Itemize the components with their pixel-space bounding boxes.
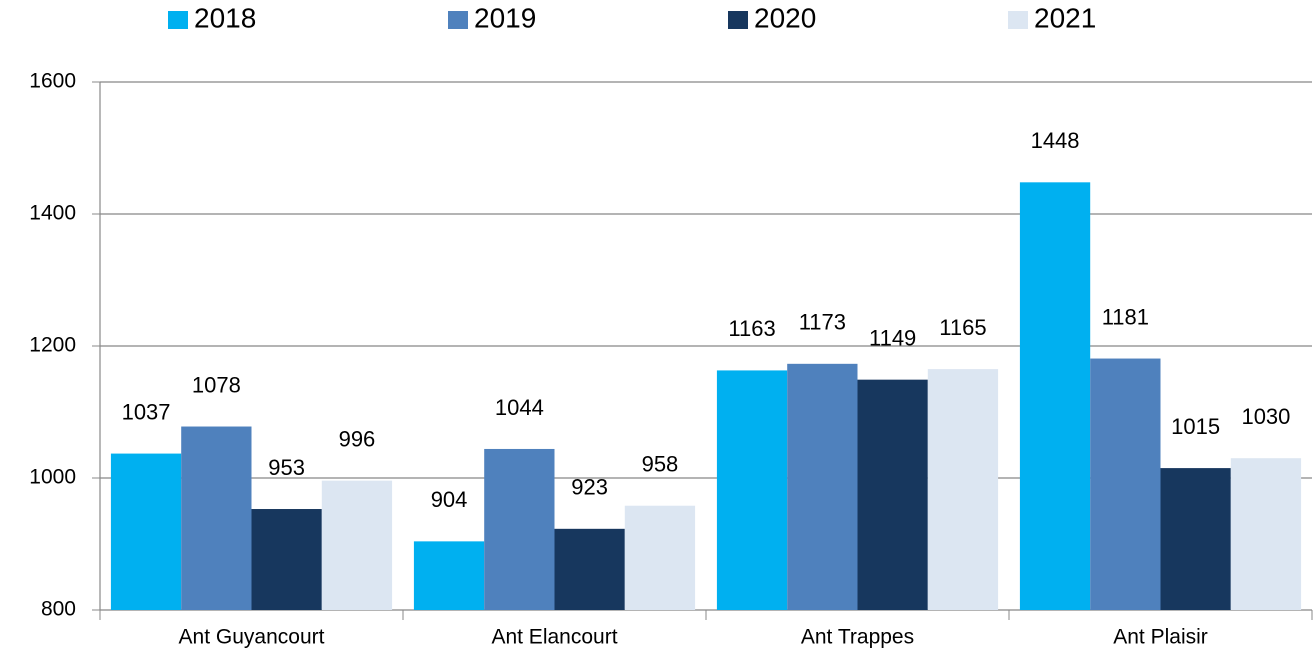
bar bbox=[554, 528, 625, 610]
data-label: 953 bbox=[268, 455, 305, 480]
data-label: 1149 bbox=[869, 325, 916, 350]
legend-label: 2021 bbox=[1034, 2, 1096, 33]
legend-label: 2018 bbox=[194, 2, 256, 33]
bar bbox=[181, 426, 252, 610]
data-label: 1044 bbox=[495, 395, 544, 420]
bar bbox=[251, 509, 322, 610]
bar bbox=[321, 480, 393, 610]
data-label: 1165 bbox=[939, 315, 986, 340]
data-label: 1078 bbox=[192, 372, 241, 397]
bar bbox=[484, 448, 555, 610]
data-label: 1181 bbox=[1102, 304, 1149, 329]
y-tick-label: 1600 bbox=[29, 70, 76, 93]
legend-swatch bbox=[448, 11, 468, 29]
y-tick-label: 1400 bbox=[29, 202, 76, 225]
legend-label: 2020 bbox=[754, 2, 816, 33]
data-label: 923 bbox=[571, 475, 608, 500]
legend-swatch bbox=[728, 11, 748, 29]
bar bbox=[787, 363, 858, 610]
data-label: 958 bbox=[642, 452, 679, 477]
legend-swatch bbox=[168, 11, 188, 29]
bar bbox=[1090, 358, 1161, 610]
bar bbox=[110, 453, 182, 610]
x-tick-label: Ant Plaisir bbox=[1113, 626, 1208, 649]
x-tick-label: Ant Trappes bbox=[801, 626, 914, 649]
data-label: 1163 bbox=[728, 316, 775, 341]
x-tick-label: Ant Elancourt bbox=[491, 626, 617, 649]
y-tick-label: 1000 bbox=[29, 466, 76, 489]
data-label: 1448 bbox=[1031, 128, 1080, 153]
bar bbox=[624, 505, 696, 610]
data-label: 1030 bbox=[1241, 404, 1290, 429]
bar bbox=[927, 369, 999, 610]
legend-swatch bbox=[1008, 11, 1028, 29]
y-tick-label: 800 bbox=[41, 598, 76, 621]
x-tick-label: Ant Guyancourt bbox=[179, 626, 325, 649]
data-label: 904 bbox=[431, 487, 468, 512]
data-label: 996 bbox=[339, 426, 376, 451]
bar bbox=[1160, 468, 1231, 610]
bar bbox=[857, 379, 928, 610]
bar bbox=[716, 370, 788, 610]
y-tick-label: 1200 bbox=[29, 334, 76, 357]
data-label: 1173 bbox=[799, 310, 846, 335]
data-label: 1015 bbox=[1171, 414, 1220, 439]
data-label: 1037 bbox=[122, 399, 171, 424]
bar bbox=[413, 541, 485, 610]
bar bbox=[1230, 458, 1302, 610]
bar bbox=[1019, 182, 1091, 610]
legend-label: 2019 bbox=[474, 2, 536, 33]
